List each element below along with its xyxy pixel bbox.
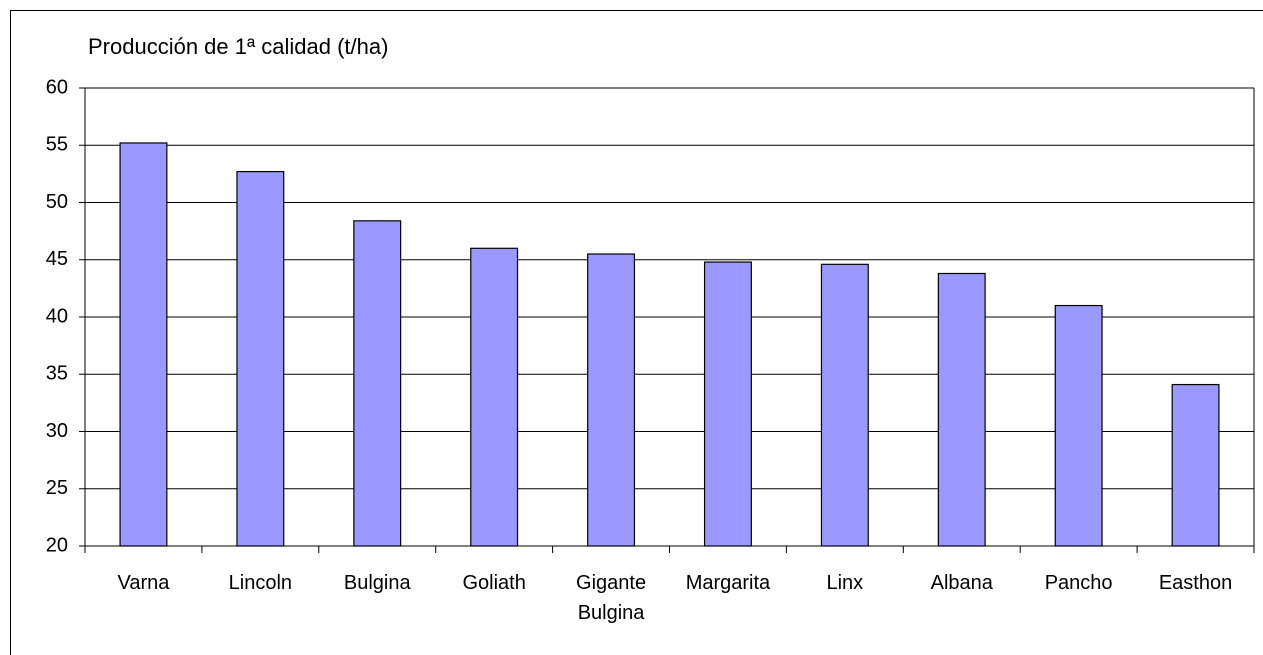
y-tick-label: 20: [46, 534, 68, 556]
bar: [1171, 383, 1220, 547]
x-tick-label: Gigante Bulgina: [576, 572, 647, 624]
bar: [587, 253, 636, 547]
y-tick-label: 50: [46, 191, 68, 213]
y-tick-label: 35: [46, 363, 68, 385]
bar: [353, 220, 402, 547]
x-tick-label: Albana: [930, 572, 993, 594]
x-tick-label: Goliath: [462, 572, 526, 594]
x-tick-label: Linx: [826, 572, 864, 594]
y-tick-label: 25: [46, 477, 68, 499]
x-tick-label: Margarita: [685, 572, 771, 594]
x-tick-label: Lincoln: [228, 572, 293, 594]
y-tick-label: 45: [46, 248, 68, 270]
bar: [119, 142, 168, 547]
bar: [937, 272, 986, 547]
x-tick-label: Easthon: [1158, 572, 1233, 594]
x-tick-label: Bulgina: [343, 572, 411, 594]
bar: [1054, 304, 1103, 547]
bar: [820, 263, 869, 547]
x-tick-label: Varna: [117, 572, 170, 594]
bar: [236, 170, 285, 547]
bar: [470, 247, 519, 547]
bar: [703, 261, 752, 547]
x-tick-label: Pancho: [1044, 572, 1113, 594]
chart-frame: [10, 10, 1263, 655]
chart-title: Producción de 1ª calidad (t/ha): [88, 34, 388, 59]
y-tick-label: 40: [46, 305, 68, 327]
y-tick-label: 60: [46, 76, 68, 98]
y-tick-label: 55: [46, 134, 68, 156]
y-tick-label: 30: [46, 420, 68, 442]
